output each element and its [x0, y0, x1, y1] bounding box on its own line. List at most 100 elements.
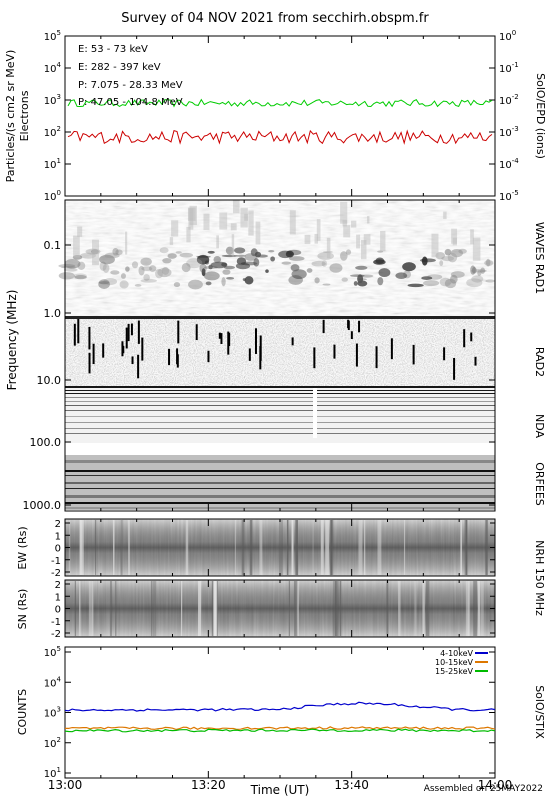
rad2-burst [130, 323, 133, 336]
nrh-sn-tick-label: -2 [51, 629, 61, 640]
stix-series-line [65, 726, 496, 731]
rad1-blob [131, 261, 139, 269]
x-axis-label: Time (UT) [250, 783, 310, 797]
rad1-speck [73, 235, 80, 258]
nrh-ew-streak [286, 520, 289, 575]
nrh-ew-tick-label: 1 [55, 531, 61, 542]
orfees-line [65, 502, 495, 504]
rad1-speck [316, 219, 321, 241]
nrh-ew-streak [291, 520, 294, 575]
rad1-blob [288, 275, 303, 285]
epd-ytick-label-right: 10-2 [499, 93, 519, 107]
rad1-blob [179, 252, 194, 258]
rad1-blob [373, 259, 386, 265]
freq-tick-label: 0.1 [44, 239, 62, 252]
rad1-speck [171, 220, 179, 237]
stix-right-label: SolO/STIX [533, 685, 546, 739]
orfees-line [65, 475, 495, 476]
epd-legend-0: E: 53 - 73 keV [78, 44, 148, 55]
rad1-blob [58, 264, 76, 268]
epd-ytick-label-right: 10-3 [499, 125, 519, 139]
rad1-blob [234, 247, 246, 254]
stix-ytick-label: 103 [44, 706, 61, 720]
nrh-ew-streak [113, 520, 115, 575]
nrh-ew-streak [259, 520, 263, 575]
nda-lines [65, 386, 495, 434]
figure-title: Survey of 04 NOV 2021 from secchirh.obsp… [121, 11, 429, 26]
nrh-ew-streak [330, 520, 332, 575]
rad1-blob [186, 258, 203, 269]
rad2-burst [228, 332, 231, 347]
rad1-blob [162, 258, 172, 264]
rad1-blob [340, 251, 348, 261]
nrh-sn-streak [467, 581, 471, 636]
rad1-blob [99, 254, 115, 265]
rad1-blob [213, 256, 222, 263]
rad1-blob [167, 253, 177, 259]
rad1-blob [141, 266, 153, 271]
nda-line [65, 428, 495, 429]
rad1-blob [357, 280, 368, 287]
rad1-speck [363, 234, 371, 245]
freq-tick-label: 100.0 [30, 436, 62, 449]
epd-series-line [67, 129, 493, 145]
nrh-sn-streak [115, 581, 117, 636]
rad1-blob [244, 253, 257, 261]
rad1-blob [125, 266, 130, 272]
rad1-speck [216, 235, 220, 249]
rad2-burst [355, 343, 358, 367]
rad1-blob [253, 258, 260, 267]
nrh-ew-streak [404, 520, 406, 575]
nrh-ew-tick-label: -2 [51, 568, 61, 579]
nrh-ew-panel: 21 0-1-2 EW (Rs) [16, 518, 496, 579]
rad1-blob [353, 281, 358, 286]
rad2-burst [463, 329, 466, 348]
nrh-sn-streak [293, 581, 298, 636]
epd-ytick-label-left: 105 [44, 29, 61, 43]
rad1-speck [361, 239, 367, 260]
rad2-burst [291, 337, 294, 346]
nrh-sn-streak [181, 581, 183, 636]
stix-series-line [64, 701, 496, 712]
rad1-speck [203, 213, 210, 231]
rad1-blob [103, 278, 118, 286]
rad1-speck [443, 211, 447, 220]
nda-line [65, 410, 495, 411]
rad2-burst [121, 341, 124, 357]
rad2-burst [88, 326, 91, 350]
rad1-blob [58, 272, 75, 280]
rad1-blob [421, 256, 428, 266]
nda-gap [313, 388, 317, 438]
epd-ytick-label-left: 104 [44, 61, 62, 75]
rad1-blob [270, 256, 275, 262]
nrh-ew-streak [465, 520, 468, 575]
rad1-blob [470, 269, 487, 273]
x-tick-label: 13:00 [48, 778, 83, 792]
rad1-blob [256, 254, 269, 258]
rad1-speck [92, 239, 100, 266]
rad1-speck [125, 231, 128, 255]
freq-tick-label: 10.0 [37, 374, 62, 387]
rad2-burst [347, 319, 350, 329]
rad1-blob [466, 278, 483, 288]
epd-ticks: 100 101 102 103 104 105 10-5 10-4 10-3 10-2 10-1 10… [44, 29, 519, 203]
epd-ytick-label-left: 101 [44, 157, 61, 171]
rad1-blob [149, 265, 157, 272]
nrh-sn-streak [79, 581, 81, 636]
stix-ytick-label: 105 [44, 645, 61, 659]
rad1-blob [485, 279, 495, 283]
orfees-line [65, 488, 495, 489]
rad1-speck [289, 210, 296, 235]
nrh-ew-streak [364, 520, 366, 575]
rad1-blob [173, 282, 181, 288]
rad1-blob [439, 260, 444, 267]
nrh-sn-panel: 210-1-2 SN (Rs) NRH 150 MHz [16, 540, 546, 640]
rad2-burst [176, 354, 179, 368]
nrh-sn-streak [91, 581, 94, 636]
rad1-blob [322, 283, 331, 286]
rad1-blob [119, 280, 129, 289]
rad1-blob [140, 257, 152, 266]
nrh-sn-streak [296, 581, 299, 636]
